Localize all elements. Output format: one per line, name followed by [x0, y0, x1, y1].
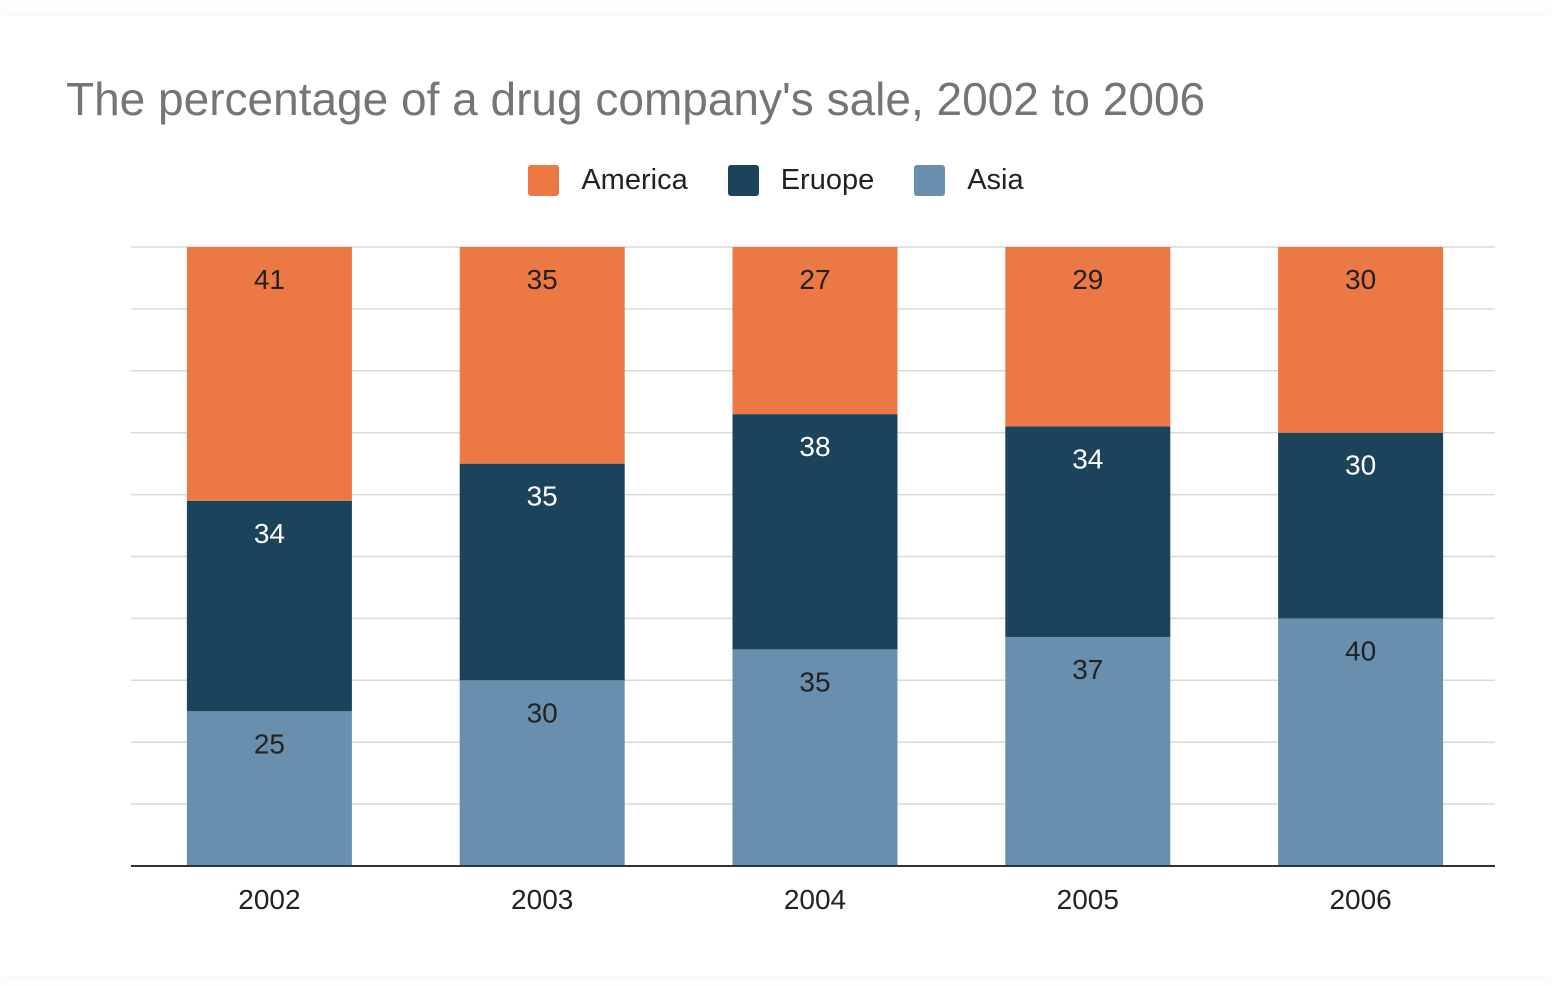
bar-america-2003 — [459, 247, 625, 464]
chart-title: The percentage of a drug company's sale,… — [66, 73, 1206, 125]
legend-swatch-america — [528, 165, 560, 196]
data-label: 35 — [799, 666, 830, 697]
legend-item-europe: Eruope — [727, 164, 875, 197]
x-tick-label: 2004 — [784, 884, 846, 915]
data-label: 41 — [254, 264, 285, 295]
data-label: 34 — [1072, 444, 1103, 475]
bar-eruope-2003 — [459, 463, 625, 681]
legend-swatch-europe — [727, 165, 759, 196]
data-label: 37 — [1072, 654, 1103, 685]
data-label: 29 — [1072, 264, 1103, 295]
bar-asia-2003 — [459, 680, 625, 866]
bar-asia-2004 — [732, 649, 898, 866]
bar-eruope-2006 — [1278, 432, 1444, 619]
data-label: 38 — [799, 431, 830, 462]
legend-label: Eruope — [780, 164, 875, 196]
x-tick-label: 2006 — [1329, 884, 1391, 915]
data-label: 30 — [1345, 450, 1376, 481]
bar-asia-2005 — [1005, 636, 1171, 866]
data-label: 27 — [799, 264, 830, 295]
data-label: 35 — [527, 481, 558, 512]
bar-eruope-2004 — [732, 414, 898, 650]
legend-swatch-asia — [914, 165, 946, 196]
legend: America Eruope Asia — [0, 164, 1552, 197]
data-label: 30 — [1345, 264, 1376, 295]
bar-eruope-2002 — [186, 500, 352, 712]
bar-eruope-2005 — [1005, 426, 1171, 637]
bar-asia-2006 — [1278, 618, 1444, 866]
x-tick-label: 2003 — [511, 884, 573, 915]
bar-asia-2002 — [186, 711, 352, 866]
x-tick-label: 2002 — [238, 884, 300, 915]
x-tick-label: 2005 — [1057, 884, 1119, 915]
legend-item-asia: Asia — [914, 164, 1024, 197]
data-label: 40 — [1345, 635, 1376, 666]
legend-label: Asia — [967, 164, 1024, 196]
legend-item-america: America — [528, 164, 688, 197]
data-label: 34 — [254, 518, 285, 549]
data-label: 30 — [527, 697, 558, 728]
bar-america-2002 — [186, 247, 352, 501]
legend-label: America — [581, 164, 688, 196]
bar-america-2006 — [1278, 247, 1444, 433]
data-label: 35 — [527, 264, 558, 295]
bar-america-2005 — [1005, 247, 1171, 427]
data-label: 25 — [254, 728, 285, 759]
bar-america-2004 — [732, 247, 898, 415]
